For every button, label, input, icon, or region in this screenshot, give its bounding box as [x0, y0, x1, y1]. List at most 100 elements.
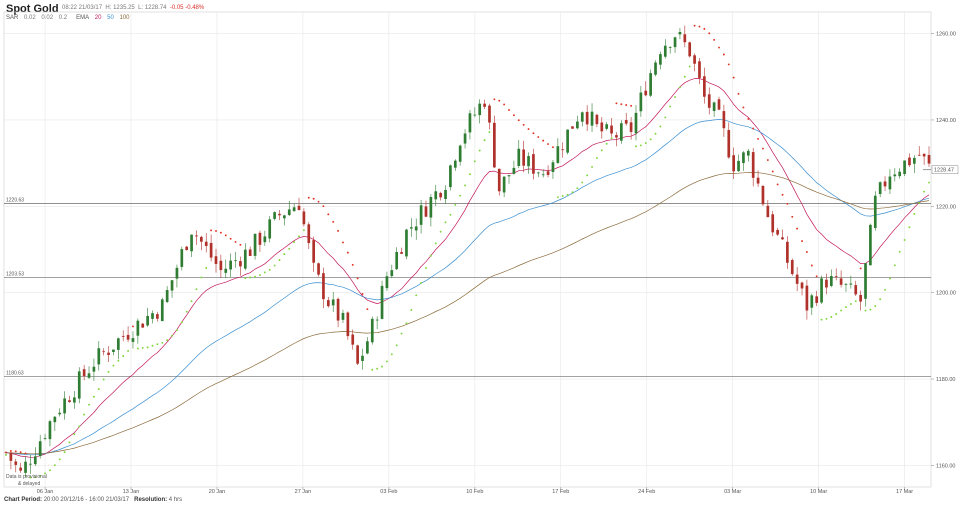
sar-dot	[219, 231, 222, 234]
x-tick-label: 24 Feb	[638, 489, 655, 495]
sar-label: SAR	[6, 15, 19, 21]
sar-dot	[239, 243, 242, 246]
sar-dot	[654, 132, 657, 135]
candle-body	[68, 400, 71, 403]
candle-body	[336, 298, 340, 321]
candle-body	[717, 99, 721, 110]
sar-dot	[815, 275, 818, 278]
quote-line: 08:22 21/03/17 H: 1235.25 L: 1228.74 -0.…	[62, 5, 204, 11]
candle-body	[58, 412, 62, 415]
ema-param-100: 100	[119, 15, 130, 21]
candle-body	[268, 219, 272, 239]
ema-20-line	[5, 78, 930, 458]
candle-body	[497, 168, 501, 192]
candle-body	[576, 121, 579, 129]
candle-body	[429, 197, 433, 218]
sar-dot	[688, 65, 691, 68]
candle-body	[805, 285, 809, 311]
candle-body	[170, 280, 174, 291]
sar-dot	[166, 339, 169, 342]
sar-dot	[146, 346, 149, 349]
candle-body	[634, 112, 638, 134]
sar-dot	[879, 298, 882, 301]
candle-body	[48, 421, 52, 440]
candle-body	[180, 249, 184, 267]
sar-dot	[483, 139, 486, 142]
sar-dot	[630, 104, 633, 107]
candle-body	[893, 174, 897, 177]
sar-dot	[19, 451, 22, 454]
horizontal-lines: 1220.63 1203.53 1180.63	[4, 198, 931, 377]
candle-body	[200, 236, 203, 242]
sar-dot	[180, 321, 183, 324]
candle-body	[204, 241, 208, 247]
sar-dot	[444, 221, 447, 224]
last-price-box	[931, 165, 959, 174]
candle-body	[610, 125, 613, 134]
sar-dot	[635, 145, 637, 148]
sar-dot	[185, 310, 188, 313]
sar-dot	[835, 313, 838, 316]
y-tick-label: 1160.00	[936, 463, 955, 469]
candle-body	[854, 285, 858, 295]
sar-dot	[454, 203, 457, 206]
sar-dot	[874, 305, 877, 308]
sar-dot	[498, 99, 501, 102]
sar-dot	[400, 332, 403, 335]
candle-body	[102, 351, 106, 353]
y-tick-label: 1240.00	[936, 118, 956, 124]
sar-dot	[249, 276, 252, 279]
candle-body	[478, 103, 482, 116]
sar-dot	[708, 32, 711, 35]
candle-body	[727, 130, 731, 158]
sar-dot	[307, 196, 310, 199]
candle-body	[195, 235, 198, 237]
candle-body	[722, 111, 726, 129]
candle-body	[659, 54, 662, 65]
candle-body	[566, 129, 569, 153]
x-tick-label: 10 Mar	[810, 489, 827, 495]
candle-body	[287, 209, 291, 216]
x-tick-label: 17 Mar	[896, 489, 913, 495]
candle-body	[580, 112, 584, 122]
candle-body	[883, 181, 887, 187]
resolution-value: 4 hrs	[168, 497, 183, 503]
sar-dot	[893, 264, 896, 267]
candle-body	[185, 246, 189, 250]
sar-dot	[14, 450, 17, 453]
candle-body	[810, 295, 814, 308]
candle-body	[297, 205, 301, 211]
sar-dot	[566, 193, 569, 196]
candle-body	[351, 334, 355, 345]
sar-dot	[923, 190, 926, 193]
sar-dot	[586, 174, 589, 177]
sar-dot	[718, 46, 720, 49]
candle-body	[97, 348, 101, 365]
candle-body	[390, 270, 394, 277]
sar-dot	[210, 229, 213, 232]
candle-body	[688, 42, 692, 57]
sar-dot	[713, 38, 716, 41]
grid	[3, 11, 932, 488]
sar-dot	[268, 268, 271, 271]
sar-dot	[361, 293, 364, 295]
candle-body	[746, 150, 750, 156]
sar-param-1: 0.02	[24, 15, 36, 21]
sar-dot	[610, 137, 613, 140]
candle-body	[112, 349, 115, 353]
candle-body	[888, 176, 892, 190]
sar-dot	[737, 92, 740, 95]
sar-dot	[229, 237, 232, 240]
candle-body	[444, 189, 447, 199]
chart-footer: Chart Period: 20:00 20/12/16 - 16:00 21/…	[4, 497, 182, 503]
candle-body	[839, 278, 843, 285]
sar-dot	[512, 114, 515, 117]
sar-dot	[171, 334, 173, 337]
sar-dot	[776, 183, 779, 186]
candle-body	[561, 149, 565, 151]
candle-body	[292, 207, 296, 212]
sar-dot	[517, 119, 520, 122]
candle-body	[229, 260, 232, 270]
candle-body	[776, 229, 779, 235]
